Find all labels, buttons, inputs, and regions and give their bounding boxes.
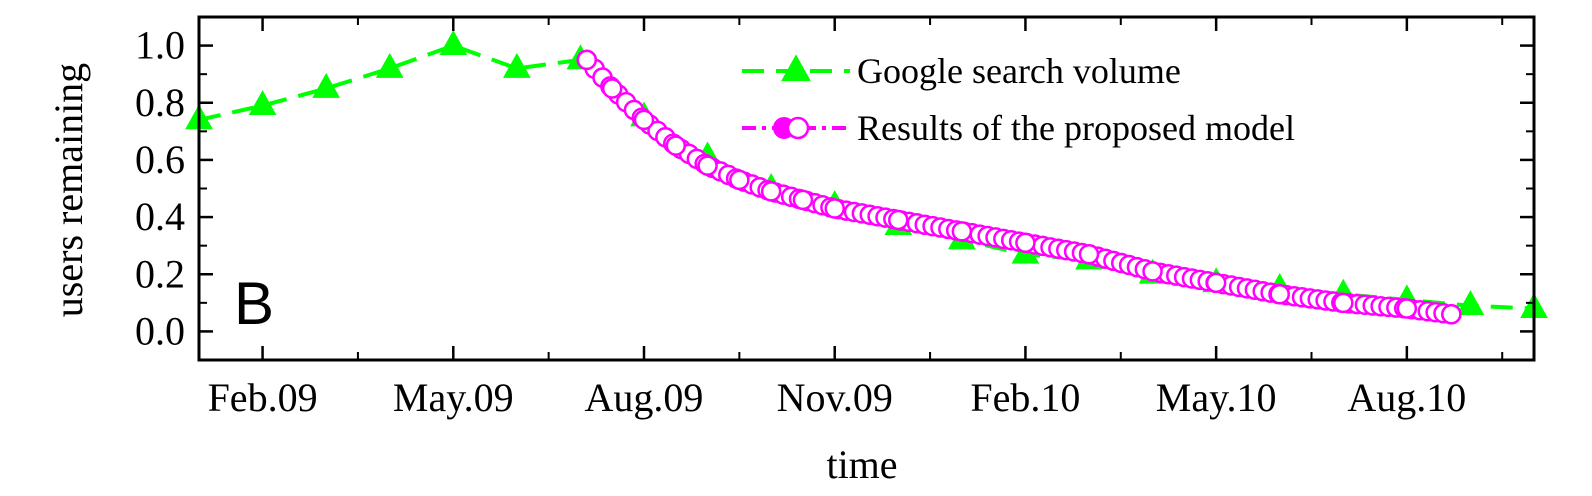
legend: Google search volume Results of the propo… (742, 51, 1295, 148)
x-tick-label: Aug.10 (1347, 375, 1466, 420)
x-tick-label: May.10 (1156, 375, 1277, 420)
y-tick-label: 1.0 (135, 23, 185, 68)
y-tick-label: 0.6 (135, 137, 185, 182)
data-point-proposed-model-key (601, 78, 623, 99)
y-tick-label: 0.4 (135, 194, 185, 239)
x-tick-label: Feb.10 (970, 375, 1080, 420)
data-point-google-search-volume (248, 90, 277, 116)
data-point-proposed-model-key (576, 49, 598, 71)
data-point-proposed-model-key (1205, 272, 1227, 294)
data-point-proposed-model-key (665, 135, 687, 156)
x-tick-label: Feb.09 (208, 375, 318, 420)
y-tick-label: 0.2 (135, 251, 185, 296)
x-tick-label: Nov.09 (777, 375, 893, 420)
data-point-proposed-model-key (888, 209, 909, 231)
data-point-proposed-model-key (1142, 261, 1163, 282)
data-point-proposed-model-key (1269, 284, 1290, 305)
data-point-google-search-volume (375, 52, 404, 78)
data-point-google-search-volume (1456, 290, 1485, 316)
axes-layer: Feb.09 May.09 Aug.09 Nov.09 Feb.10 May.10 Aug.… (135, 15, 1536, 420)
panel-label: B (234, 270, 274, 337)
data-point-proposed-model-key (1441, 304, 1462, 325)
data-point-proposed-model-key (1078, 243, 1100, 265)
legend-marker-proposed-model (786, 116, 810, 140)
data-point-proposed-model-key (1015, 232, 1036, 254)
data-point-google-search-volume (503, 52, 531, 78)
data-point-proposed-model-key (1396, 298, 1418, 319)
legend-label-google-search-volume: Google search volume (857, 51, 1181, 91)
x-tick-label: May.09 (393, 375, 514, 420)
series-line-proposed-model (583, 57, 1452, 319)
x-tick-label: Aug.09 (585, 375, 704, 420)
legend-label-proposed-model: Results of the proposed model (857, 108, 1295, 148)
data-point-proposed-model-key (792, 189, 814, 211)
data-point-proposed-model-key (697, 155, 718, 176)
data-point-proposed-model-key (633, 109, 655, 131)
data-point-proposed-model-key (824, 198, 845, 219)
y-tick-label: 0.0 (135, 308, 185, 353)
data-point-google-search-volume (312, 72, 340, 98)
data-point-google-search-volume (439, 30, 468, 55)
x-axis-title: time (826, 442, 897, 487)
data-point-proposed-model-key (1333, 292, 1354, 314)
data-point-proposed-model-key (729, 169, 750, 191)
data-point-proposed-model-key (951, 221, 973, 242)
data-point-proposed-model-key (760, 181, 782, 202)
y-tick-label: 0.8 (135, 80, 185, 125)
y-axis-title: users remaining (46, 63, 91, 317)
legend-marker-google-search-volume (781, 54, 811, 82)
series-layer (185, 30, 1548, 325)
